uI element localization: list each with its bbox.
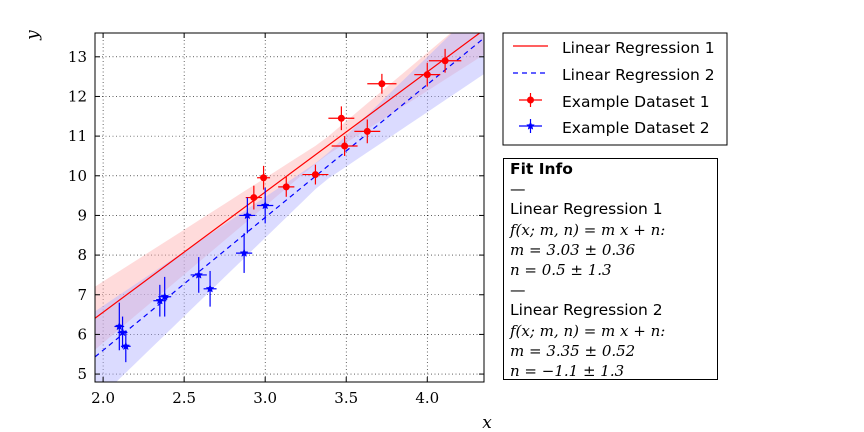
- y-tick-label: 8: [77, 246, 87, 264]
- x-tick-label: 3.0: [253, 389, 277, 407]
- y-tick-label: 11: [68, 127, 87, 145]
- data-point: [236, 233, 253, 273]
- x-axis-label: x: [482, 413, 492, 432]
- data-marker: [423, 71, 431, 79]
- data-marker: [526, 121, 535, 130]
- x-tick-label: 2.0: [91, 389, 115, 407]
- data-point: [428, 48, 462, 73]
- grid: [95, 33, 484, 382]
- y-tick-label: 9: [77, 206, 87, 224]
- dataset-2: [114, 187, 274, 363]
- y-tick-label: 12: [68, 87, 87, 105]
- data-point: [414, 62, 441, 87]
- fit-info-model-1-m: m = 3.03 ± 0.36: [510, 240, 636, 259]
- data-marker: [527, 96, 534, 104]
- legend-label-regression-2: Linear Regression 2: [562, 66, 715, 84]
- confidence-band-2: [95, 33, 484, 382]
- data-marker: [260, 200, 270, 210]
- data-point: [257, 165, 271, 190]
- data-marker: [341, 142, 349, 150]
- plot-frame: [94, 32, 485, 383]
- fit-info-model-1-name: Linear Regression 1: [510, 200, 663, 219]
- x-tick-label: 4.0: [415, 389, 439, 407]
- fit-info-model-2-formula: f(x; m, n) = m x + n:: [510, 321, 666, 340]
- data-marker: [311, 171, 319, 179]
- data-point: [354, 119, 381, 144]
- data-point: [278, 176, 295, 197]
- data-marker: [363, 127, 371, 135]
- data-marker: [242, 210, 252, 220]
- data-point: [158, 276, 172, 317]
- dataset-1: [245, 48, 462, 210]
- data-marker: [205, 284, 215, 293]
- legend: Linear Regression 1 Linear Regression 2 …: [502, 32, 728, 146]
- y-tick-label: 10: [68, 167, 87, 185]
- fit-info-separator: —: [510, 281, 526, 300]
- legend-marks: [513, 45, 548, 133]
- fit-info-model-1-n: n = 0.5 ± 1.3: [510, 261, 612, 280]
- data-point: [331, 136, 358, 156]
- legend-label-dataset-1: Example Dataset 1: [562, 93, 710, 111]
- fit-info-separator: —: [510, 180, 526, 199]
- data-marker: [121, 341, 131, 351]
- data-marker: [282, 183, 290, 191]
- fit-info-model-2-name: Linear Regression 2: [510, 301, 663, 320]
- data-marker: [160, 292, 170, 301]
- fit-info-title: Fit Info: [510, 160, 573, 178]
- x-tick-label: 2.5: [172, 389, 196, 407]
- fit-info-model-1-formula: f(x; m, n) = m x + n:: [510, 220, 666, 239]
- data-point: [203, 270, 217, 307]
- legend-label-dataset-2: Example Dataset 2: [562, 119, 710, 137]
- fit-info-model-2-m: m = 3.35 ± 0.52: [510, 341, 636, 360]
- legend-label-regression-1: Linear Regression 1: [562, 39, 715, 57]
- data-point: [257, 187, 274, 224]
- data-marker: [378, 80, 386, 88]
- x-tick-label: 3.5: [334, 389, 358, 407]
- y-tick-label: 7: [77, 286, 87, 304]
- data-point: [328, 106, 355, 131]
- y-tick-label: 13: [68, 48, 87, 66]
- y-tick-label: 6: [77, 325, 87, 343]
- axis-ticks: 2.0 2.5 3.0 3.5 4.0 5 6 7 8 9 10 11 12 13: [68, 33, 484, 407]
- fit-info-box: Fit Info — Linear Regression 1 f(x; m, n…: [503, 158, 718, 380]
- data-marker: [337, 114, 345, 122]
- data-point: [245, 185, 262, 210]
- legend-marker-dataset-2: [519, 119, 542, 133]
- fit-info-model-2-n: n = −1.1 ± 1.3: [510, 362, 625, 381]
- legend-marker-dataset-1: [519, 93, 542, 107]
- data-point: [190, 257, 207, 293]
- regression-line-1: [95, 33, 481, 319]
- data-marker: [441, 57, 449, 65]
- y-tick-label: 5: [77, 365, 87, 383]
- data-point: [302, 164, 329, 185]
- y-axis-label: y: [23, 30, 43, 41]
- data-point: [120, 330, 131, 363]
- data-point: [367, 73, 397, 94]
- data-points: [114, 48, 462, 363]
- data-marker: [250, 194, 258, 202]
- confidence-band-1: [95, 33, 484, 350]
- data-marker: [194, 270, 204, 279]
- data-marker: [260, 174, 268, 182]
- data-marker: [239, 248, 249, 257]
- data-point: [239, 197, 256, 234]
- confidence-bands: [95, 33, 484, 382]
